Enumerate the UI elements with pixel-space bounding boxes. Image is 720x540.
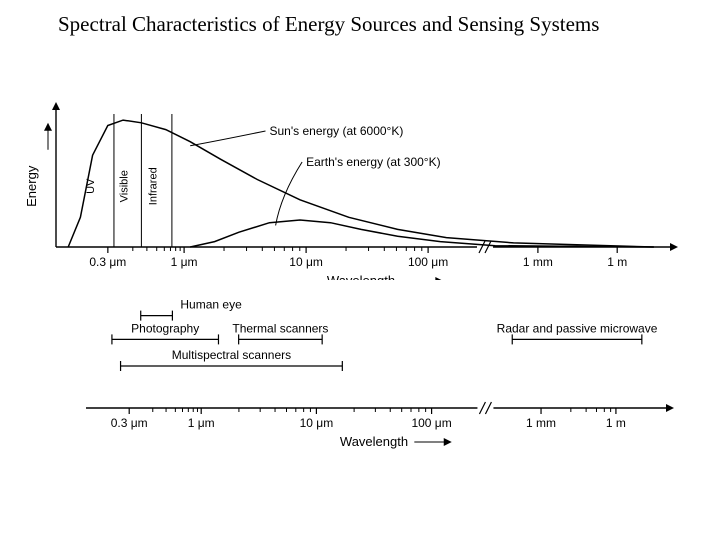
range-label: Thermal scanners — [232, 321, 328, 335]
range-label: Human eye — [180, 298, 242, 312]
range-label: Radar and passive microwave — [497, 321, 658, 335]
x-tick-label: 10 μm — [300, 416, 334, 430]
x-tick-label: 1 μm — [188, 416, 215, 430]
sensing-ranges-panel: 0.3 μm 1 μm 10 μm 100 μm 1 mm 1 m Wavelength Hu… — [0, 0, 720, 520]
x-tick-label: 1 m — [606, 416, 626, 430]
x-axis-label: Wavelength — [340, 434, 408, 449]
x-tick-label: 1 mm — [526, 416, 556, 430]
x-tick-label: 100 μm — [411, 416, 451, 430]
range-label: Multispectral scanners — [172, 348, 291, 362]
range-label: Photography — [131, 321, 199, 335]
x-tick-label: 0.3 μm — [111, 416, 148, 430]
